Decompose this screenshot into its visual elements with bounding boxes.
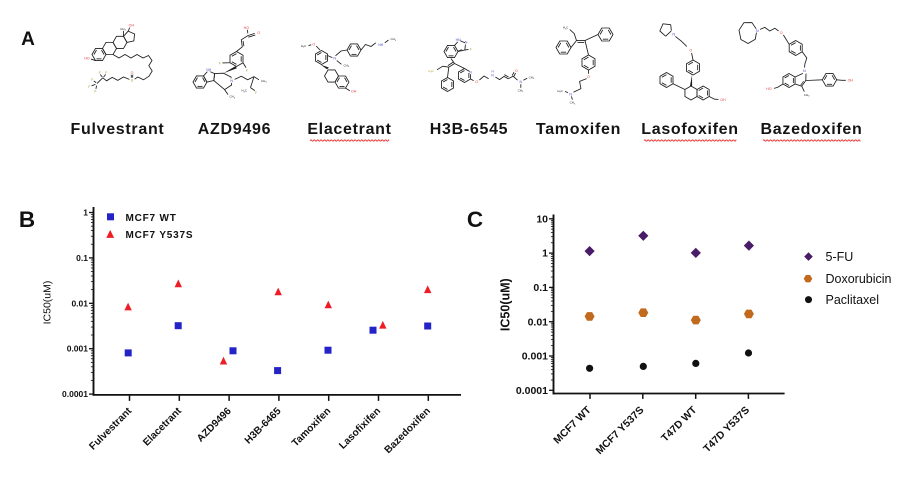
svg-text:F: F <box>99 71 101 75</box>
svg-text:H3C: H3C <box>242 89 248 94</box>
svg-text:B: B <box>19 207 35 232</box>
svg-text:CH3: CH3 <box>570 101 576 106</box>
svg-text:O: O <box>257 31 260 35</box>
svg-text:F: F <box>88 85 90 89</box>
svg-text:NH: NH <box>206 68 212 72</box>
svg-text:O: O <box>475 80 478 84</box>
svg-text:Tamoxifen: Tamoxifen <box>536 121 621 138</box>
svg-text:OH: OH <box>129 24 135 28</box>
svg-text:F: F <box>470 47 472 51</box>
svg-text:1: 1 <box>542 248 548 260</box>
svg-text:0.1: 0.1 <box>76 253 88 263</box>
svg-text:N: N <box>230 79 233 83</box>
svg-text:CH3: CH3 <box>120 27 126 32</box>
svg-text:MCF7 WT: MCF7 WT <box>126 213 177 224</box>
svg-text:CH3: CH3 <box>344 63 350 68</box>
svg-text:0.01: 0.01 <box>528 316 549 328</box>
svg-text:N: N <box>672 32 675 36</box>
svg-text:F3C: F3C <box>429 69 435 74</box>
svg-text:N: N <box>469 70 472 74</box>
svg-text:HO: HO <box>766 87 772 91</box>
svg-text:O: O <box>780 31 783 35</box>
svg-text:F: F <box>219 61 221 65</box>
svg-text:0.001: 0.001 <box>522 351 548 363</box>
svg-text:OH: OH <box>720 98 726 102</box>
svg-text:NH: NH <box>378 43 384 47</box>
svg-text:OH: OH <box>848 78 854 82</box>
svg-text:CH3: CH3 <box>518 88 524 93</box>
svg-text:MCF7 Y537S: MCF7 Y537S <box>126 230 194 241</box>
svg-text:5-FU: 5-FU <box>826 250 854 264</box>
svg-text:O: O <box>515 69 518 73</box>
svg-text:0.1: 0.1 <box>533 282 548 294</box>
svg-text:S: S <box>131 79 134 83</box>
svg-text:Doxorubicin: Doxorubicin <box>826 272 892 286</box>
svg-text:IC50(uM): IC50(uM) <box>42 281 54 325</box>
svg-text:CH3: CH3 <box>391 37 397 42</box>
svg-text:N: N <box>756 29 759 33</box>
svg-text:O: O <box>587 75 590 79</box>
svg-text:A: A <box>21 29 35 50</box>
svg-text:1: 1 <box>83 208 88 218</box>
svg-text:H3C: H3C <box>557 89 563 94</box>
svg-text:0.01: 0.01 <box>71 298 88 308</box>
svg-text:CH3: CH3 <box>261 79 267 84</box>
svg-text:IC50(uM): IC50(uM) <box>499 278 513 331</box>
svg-text:CH3: CH3 <box>804 93 810 98</box>
svg-text:CH3: CH3 <box>529 75 535 80</box>
svg-text:F: F <box>246 69 248 73</box>
svg-text:O: O <box>689 49 692 53</box>
svg-text:N: N <box>519 80 522 84</box>
svg-text:HO: HO <box>244 26 250 30</box>
svg-text:H3C: H3C <box>563 26 569 31</box>
svg-text:N: N <box>333 57 336 61</box>
svg-text:Lasofoxifen: Lasofoxifen <box>641 121 739 138</box>
svg-text:HN: HN <box>456 38 462 42</box>
svg-text:N: N <box>491 74 494 78</box>
svg-text:F: F <box>105 71 107 75</box>
svg-text:F: F <box>255 91 257 95</box>
svg-text:CH3: CH3 <box>230 95 236 100</box>
svg-text:N: N <box>569 92 572 96</box>
svg-text:O: O <box>312 43 315 47</box>
svg-text:N: N <box>465 41 468 45</box>
svg-text:10: 10 <box>536 213 548 225</box>
svg-text:Paclitaxel: Paclitaxel <box>826 293 880 307</box>
svg-text:AZD9496: AZD9496 <box>198 121 271 138</box>
svg-text:N: N <box>803 69 806 73</box>
svg-text:0.001: 0.001 <box>67 344 89 354</box>
svg-text:Fulvestrant: Fulvestrant <box>71 121 165 138</box>
svg-text:H: H <box>491 70 494 74</box>
svg-text:Bazedoxifen: Bazedoxifen <box>761 121 863 138</box>
svg-text:O: O <box>131 71 134 75</box>
svg-text:0.0001: 0.0001 <box>516 385 548 397</box>
svg-text:H3C: H3C <box>301 44 307 49</box>
svg-text:Elacetrant: Elacetrant <box>307 121 391 138</box>
svg-text:HO: HO <box>84 56 90 60</box>
svg-text:H3B-6545: H3B-6545 <box>430 121 509 138</box>
svg-text:OH: OH <box>351 90 357 94</box>
svg-text:0.0001: 0.0001 <box>62 389 88 399</box>
svg-text:F: F <box>91 78 93 82</box>
svg-text:C: C <box>467 207 483 232</box>
svg-text:F: F <box>95 90 97 94</box>
